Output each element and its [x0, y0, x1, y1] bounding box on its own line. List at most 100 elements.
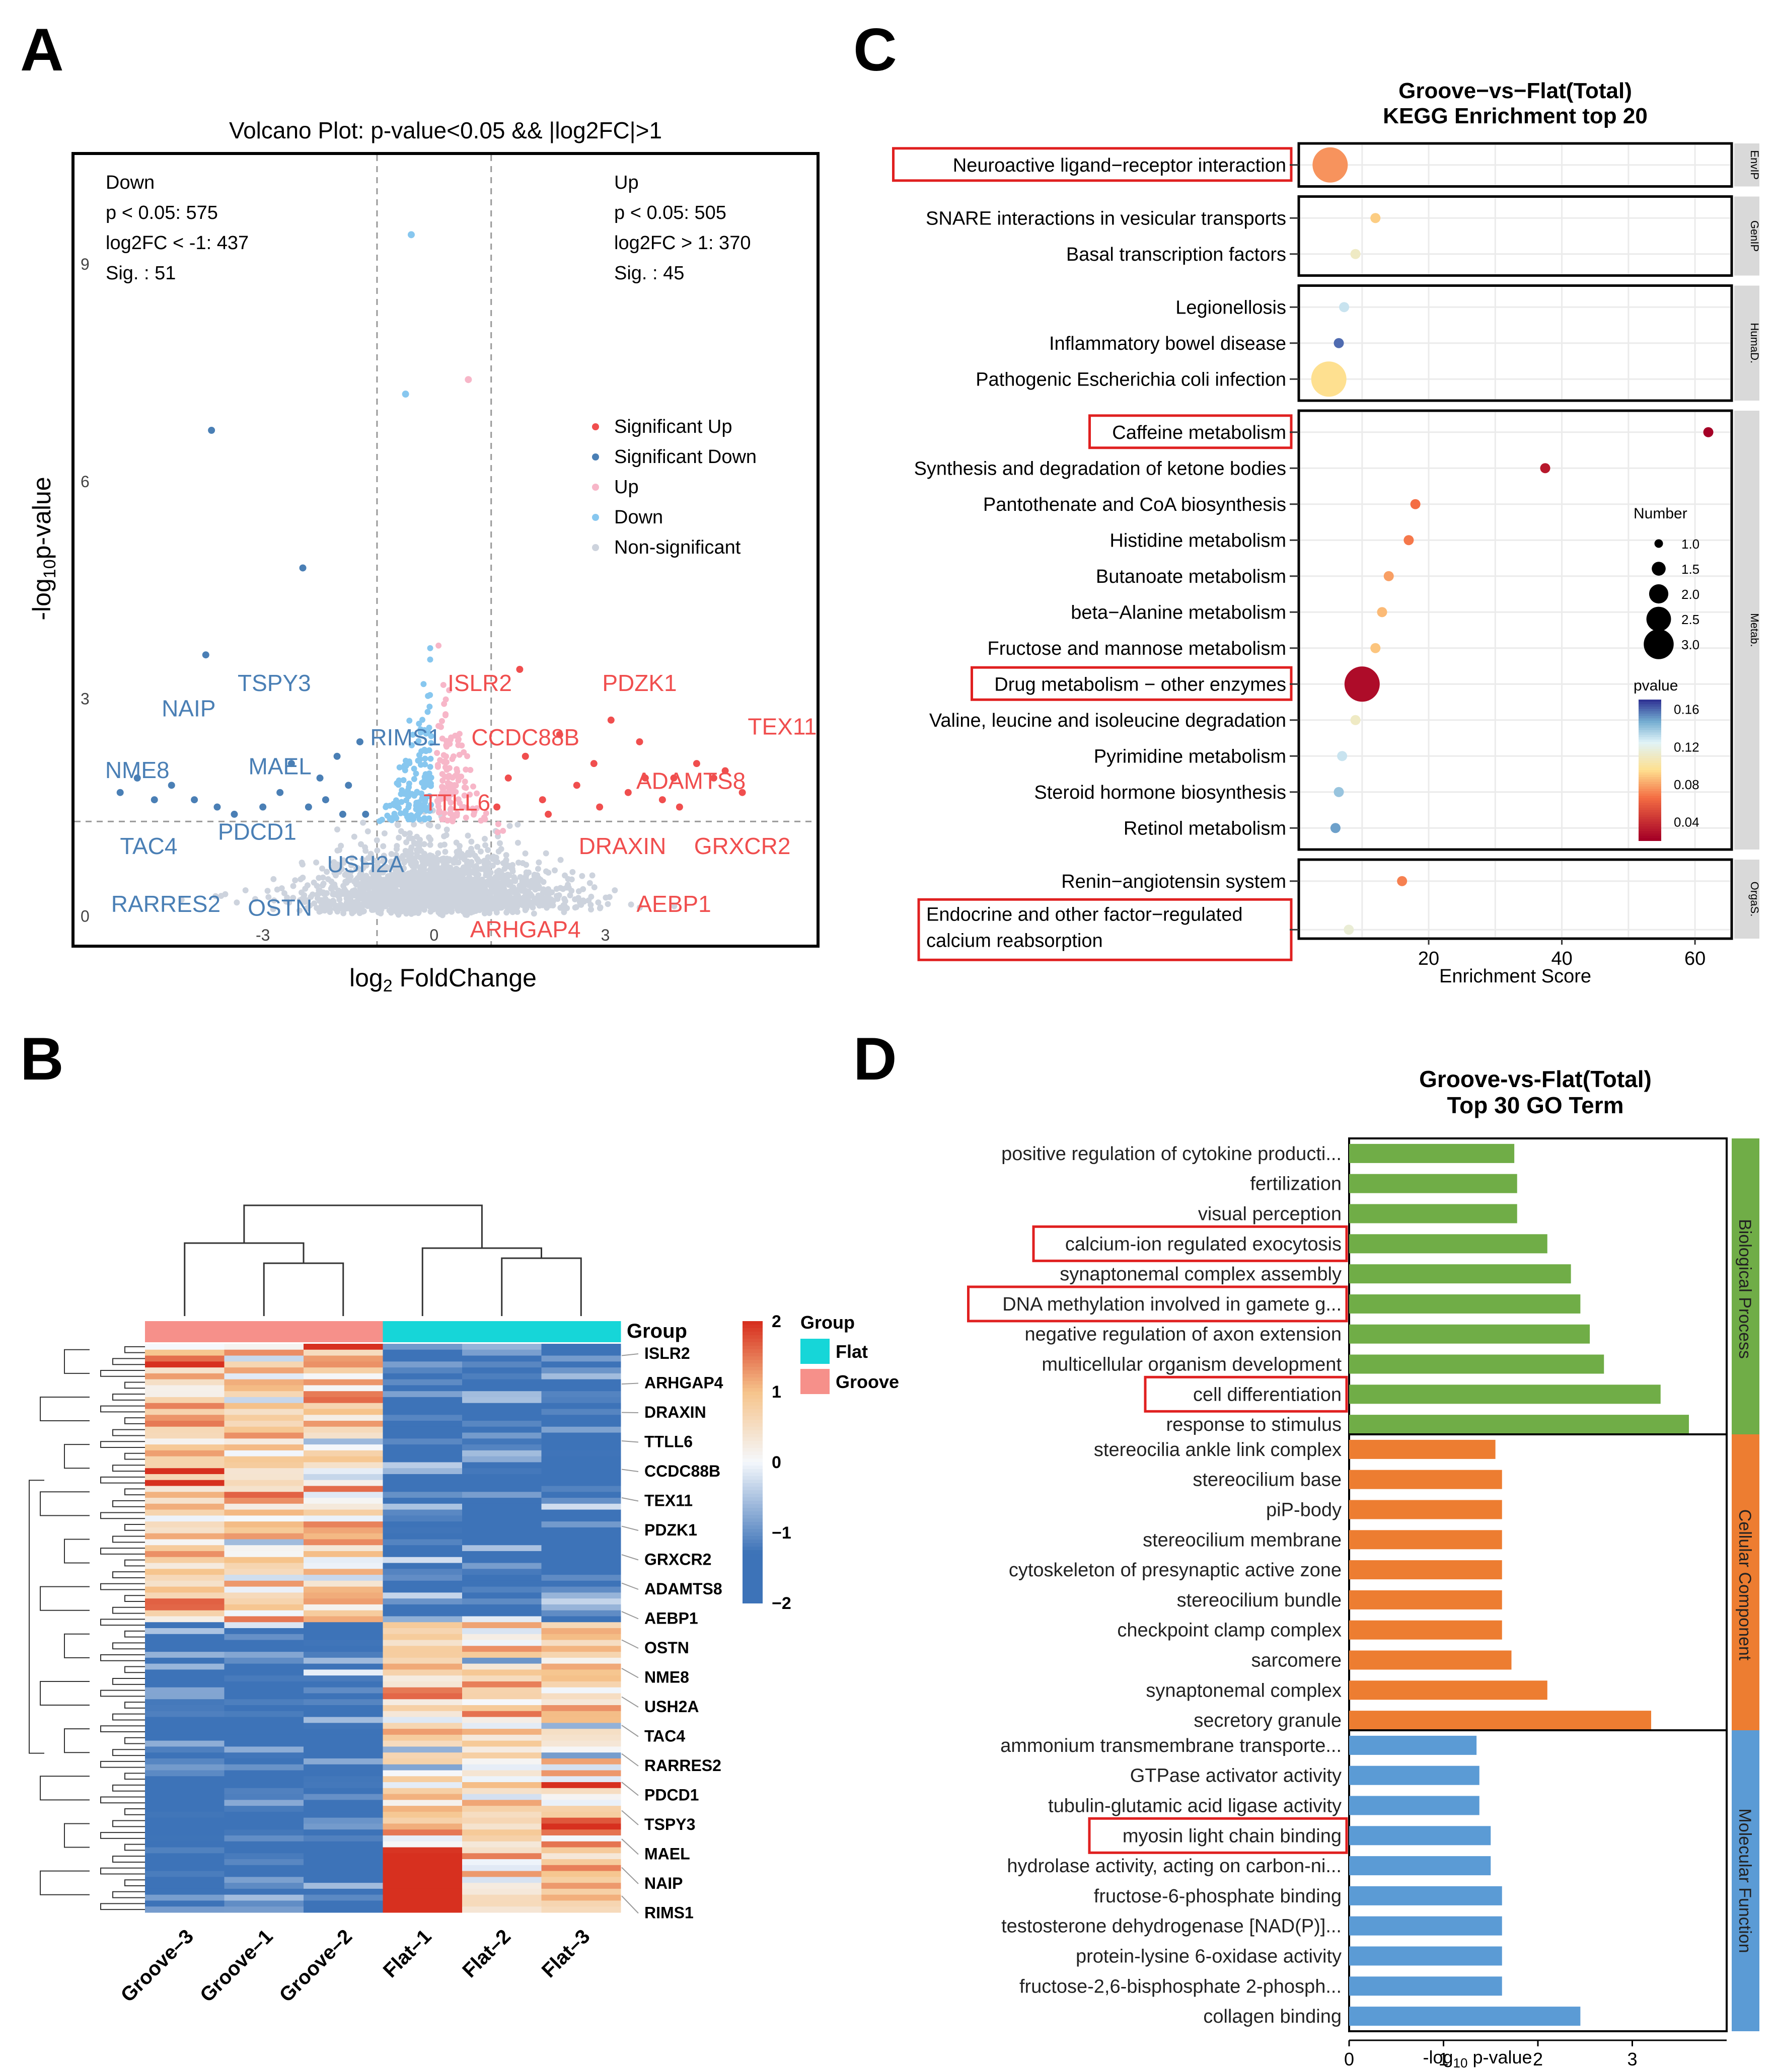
heatmap-cell [383, 1729, 463, 1735]
heatmap-cell [462, 1521, 542, 1528]
point-nonsignificant [299, 859, 305, 866]
point-nonsignificant [448, 899, 454, 906]
point-up [474, 790, 480, 797]
kegg-legends: Number 1.0 1.5 2.0 2.5 3.0 pvalue 0.16 0.12 0.08 0… [1634, 505, 1699, 841]
point-sigdown [168, 782, 175, 789]
heatmap-cell [145, 1729, 225, 1735]
point-down [409, 816, 416, 823]
heatmap-cell [304, 1415, 383, 1421]
heatmap-cell [462, 1344, 542, 1350]
point-up [449, 816, 456, 822]
heatmap-cell [383, 1367, 463, 1374]
point-nonsignificant [348, 907, 355, 913]
heatmap-cell [383, 1723, 463, 1729]
heatmap-cell [541, 1545, 621, 1552]
heatmap-cell [541, 1776, 621, 1783]
point-up [461, 749, 467, 755]
heatmap-cell [541, 1740, 621, 1747]
point-nonsignificant [429, 884, 435, 891]
heatmap-cell [224, 1456, 304, 1463]
row-dendrogram-branch [64, 1444, 90, 1469]
heatmap-cell [145, 1575, 225, 1581]
go-term-label: testosterone dehydrogenase [NAD(P)]... [1001, 1916, 1342, 1937]
point-nonsignificant [434, 866, 441, 872]
heatmap-cell [541, 1770, 621, 1777]
point-nonsignificant [381, 830, 388, 836]
heatmap-cell [304, 1604, 383, 1611]
point-nonsignificant [497, 900, 504, 907]
heatmap-cell [383, 1717, 463, 1723]
heatmap-cell [304, 1468, 383, 1475]
heatmap-cell [224, 1711, 304, 1718]
group-legend: Flat Groove [800, 1339, 899, 1394]
color-scale-step [743, 1367, 763, 1371]
legend-label: Significant Up [614, 416, 732, 437]
heatmap-cell [383, 1800, 463, 1806]
color-scale-step [743, 1342, 763, 1346]
heatmap-cell [145, 1693, 225, 1700]
go-term-label: fructose-6-phosphate binding [1094, 1886, 1342, 1907]
point-down [403, 762, 409, 769]
heatmap-cell [541, 1580, 621, 1587]
point-nonsignificant [506, 894, 512, 900]
heatmap-cell [383, 1900, 463, 1907]
point-nonsignificant [358, 870, 364, 876]
heatmap-cell [541, 1415, 621, 1421]
heatmap-cell [462, 1823, 542, 1830]
heatmap-cell [462, 1723, 542, 1729]
go-term-label: response to stimulus [1166, 1414, 1342, 1435]
point-nonsignificant [417, 836, 423, 843]
heatmap-cell [224, 1888, 304, 1895]
heatmap-cell [145, 1841, 225, 1848]
go-group-strip [1732, 1434, 1759, 1735]
point-nonsignificant [325, 903, 332, 910]
row-dendrogram-branch [124, 1666, 145, 1673]
group-track-cell [145, 1321, 225, 1342]
point-up [440, 815, 447, 822]
heatmap-cell [304, 1883, 383, 1889]
kegg-term-label: Butanoate metabolism [1096, 566, 1286, 587]
row-label: PDCD1 [644, 1786, 699, 1804]
heatmap-cell [462, 1628, 542, 1635]
point-nonsignificant [532, 874, 539, 880]
point-sigup [573, 782, 580, 789]
point-nonsignificant [409, 835, 416, 842]
heatmap-cell [304, 1492, 383, 1498]
heatmap-cell [541, 1817, 621, 1824]
up-stats-0: Up [614, 172, 639, 193]
gene-label-draxin: DRAXIN [579, 833, 667, 859]
heatmap-cell [224, 1675, 304, 1682]
heatmap-cell [145, 1521, 225, 1528]
kegg-term-label: Endocrine and other factor−regulated [926, 904, 1242, 925]
heatmap-cell [541, 1687, 621, 1694]
heatmap-cell [145, 1717, 225, 1723]
point-nonsignificant [502, 859, 509, 866]
point-up [448, 805, 454, 812]
heatmap-cell [383, 1817, 463, 1824]
heatmap-cell [145, 1657, 225, 1664]
point-sigdown [322, 796, 329, 804]
point-sigdown [305, 803, 312, 811]
heatmap-cell [145, 1444, 225, 1451]
color-scale-step [743, 1353, 763, 1357]
heatmap-cell [383, 1788, 463, 1795]
heatmap-cell [145, 1877, 225, 1883]
color-scale-tick: −1 [772, 1523, 791, 1543]
point-nonsignificant [441, 841, 448, 848]
row-dendrogram-branch [124, 1808, 145, 1815]
color-scale-step [743, 1540, 763, 1544]
point-up [461, 792, 468, 799]
point-nonsignificant [405, 881, 411, 888]
heatmap-cell [145, 1853, 225, 1860]
group-track-cell [541, 1321, 621, 1342]
heatmap-cell [541, 1575, 621, 1581]
color-scale-tick: 0 [772, 1453, 781, 1472]
heatmap-cell [304, 1729, 383, 1735]
heatmap-cell [145, 1740, 225, 1747]
y-tick-label: 6 [81, 473, 90, 491]
point-nonsignificant [363, 873, 369, 879]
heatmap-cell [462, 1515, 542, 1522]
heatmap-cell [145, 1806, 225, 1812]
number-legend-label: 3.0 [1681, 637, 1699, 652]
heatmap-cell [224, 1349, 304, 1356]
